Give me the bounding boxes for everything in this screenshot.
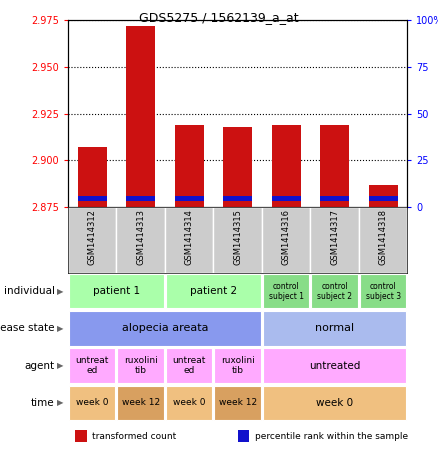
Text: patient 1: patient 1 [93, 286, 140, 296]
Text: week 12: week 12 [122, 398, 160, 407]
Bar [213, 207, 262, 273]
Text: time: time [31, 398, 55, 408]
Bar [117, 348, 164, 383]
Text: GSM1414316: GSM1414316 [282, 209, 290, 265]
Text: percentile rank within the sample: percentile rank within the sample [254, 432, 408, 440]
Text: ▶: ▶ [57, 398, 64, 407]
Bar [166, 348, 212, 383]
Text: disease state: disease state [0, 323, 55, 333]
Bar [69, 311, 261, 346]
Bar [166, 386, 212, 420]
Text: ▶: ▶ [57, 287, 64, 296]
Text: GSM1414318: GSM1414318 [378, 209, 388, 265]
Text: alopecia areata: alopecia areata [122, 323, 208, 333]
Bar [368, 185, 398, 207]
Bar [69, 274, 164, 308]
Text: week 0: week 0 [76, 398, 108, 407]
Text: GSM1414314: GSM1414314 [185, 209, 194, 265]
Bar [78, 147, 107, 207]
Bar [311, 207, 359, 273]
Bar [263, 386, 406, 420]
Text: GSM1414312: GSM1414312 [88, 209, 97, 265]
Bar [214, 386, 261, 420]
Text: normal: normal [315, 323, 354, 333]
Bar [262, 207, 311, 273]
Bar [126, 26, 155, 207]
Bar [126, 196, 155, 202]
Text: GSM1414313: GSM1414313 [136, 209, 145, 265]
Bar [237, 430, 250, 442]
Text: control
subject 1: control subject 1 [268, 282, 304, 301]
Text: week 0: week 0 [316, 398, 353, 408]
Bar [175, 196, 204, 202]
Bar [311, 274, 358, 308]
Text: GDS5275 / 1562139_a_at: GDS5275 / 1562139_a_at [139, 11, 299, 24]
Bar [69, 348, 115, 383]
Bar [223, 196, 252, 202]
Bar [263, 348, 406, 383]
Bar [166, 274, 261, 308]
Bar [175, 125, 204, 207]
Bar [223, 127, 252, 207]
Bar [360, 274, 406, 308]
Text: transformed count: transformed count [92, 432, 176, 440]
Text: control
subject 3: control subject 3 [366, 282, 401, 301]
Bar [214, 348, 261, 383]
Bar [272, 125, 300, 207]
Bar [74, 430, 87, 442]
Text: control
subject 2: control subject 2 [317, 282, 352, 301]
Text: patient 2: patient 2 [190, 286, 237, 296]
Text: ruxolini
tib: ruxolini tib [221, 356, 254, 375]
Text: ▶: ▶ [57, 324, 64, 333]
Bar [263, 274, 309, 308]
Bar [263, 311, 406, 346]
Bar [69, 386, 115, 420]
Bar [320, 125, 349, 207]
Bar [78, 196, 107, 202]
Text: GSM1414317: GSM1414317 [330, 209, 339, 265]
Text: GSM1414315: GSM1414315 [233, 209, 242, 265]
Text: untreat
ed: untreat ed [173, 356, 206, 375]
Bar [165, 207, 213, 273]
Text: week 12: week 12 [219, 398, 257, 407]
Bar [117, 386, 164, 420]
Text: agent: agent [25, 361, 55, 371]
Bar [272, 196, 300, 202]
Bar [359, 207, 407, 273]
Bar [320, 196, 349, 202]
Text: ▶: ▶ [57, 361, 64, 370]
Text: individual: individual [4, 286, 55, 296]
Text: week 0: week 0 [173, 398, 205, 407]
Text: untreat
ed: untreat ed [75, 356, 109, 375]
Bar [368, 196, 398, 202]
Bar [117, 207, 165, 273]
Text: ruxolini
tib: ruxolini tib [124, 356, 158, 375]
Text: untreated: untreated [309, 361, 360, 371]
Bar [68, 207, 117, 273]
